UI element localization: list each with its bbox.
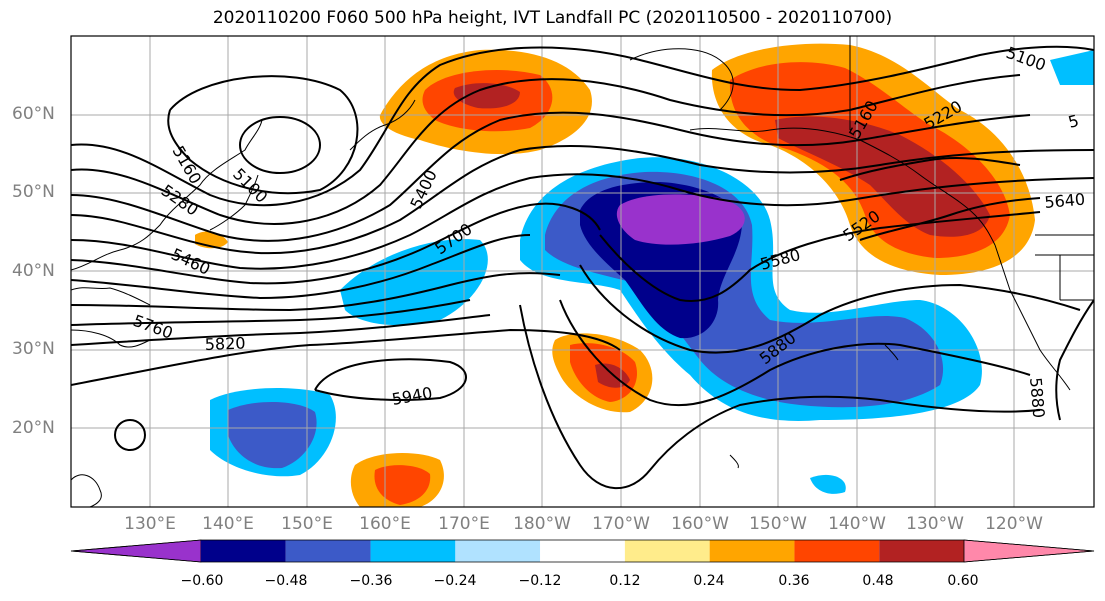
colorbar-segment — [709, 540, 795, 562]
lat-label: 40°N — [12, 261, 55, 281]
colorbar-tick-label: −0.48 — [264, 573, 308, 589]
lat-label: 30°N — [12, 339, 55, 359]
colorbar-segment — [794, 540, 880, 562]
lat-label: 60°N — [12, 104, 55, 124]
ivt-shading — [195, 43, 1094, 507]
lon-label: 130°E — [124, 514, 176, 534]
colorbar-segment — [370, 540, 456, 562]
lon-label: 140°E — [202, 514, 254, 534]
lon-label: 130°W — [906, 514, 964, 534]
height-contours — [71, 45, 1094, 490]
colorbar-tick-label: 0.60 — [947, 573, 979, 589]
graticule — [71, 36, 1094, 507]
colorbar-tick-label: −0.12 — [518, 573, 562, 589]
colorbar-tick-label: 0.36 — [778, 573, 810, 589]
colorbar-extend-min — [70, 539, 202, 563]
contour-label: 5640 — [1044, 190, 1086, 212]
lon-label: 160°W — [671, 514, 729, 534]
lon-label: 170°W — [592, 514, 650, 534]
colorbar-tick-label: −0.36 — [349, 573, 393, 589]
colorbar-tick-label: −0.24 — [433, 573, 477, 589]
lon-label: 170°E — [438, 514, 490, 534]
colorbar-segment — [285, 540, 371, 562]
contour-label: 5820 — [204, 334, 245, 354]
map-title: 2020110200 F060 500 hPa height, IVT Land… — [212, 8, 893, 28]
lon-label: 150°W — [749, 514, 807, 534]
colorbar-tick-label: −0.60 — [180, 573, 224, 589]
contour-label: 5 — [1066, 111, 1081, 132]
colorbar-tick-label: 0.48 — [862, 573, 894, 589]
lat-label: 50°N — [12, 182, 55, 202]
lon-label: 150°E — [281, 514, 333, 534]
colorbar-segment — [455, 540, 541, 562]
colorbar-tick-label: 0.12 — [609, 573, 641, 589]
plot-frame — [70, 35, 1095, 508]
colorbar-segment — [540, 540, 625, 562]
lat-label: 20°N — [12, 418, 55, 438]
colorbar-tick-label: 0.24 — [693, 573, 725, 589]
lon-label: 140°W — [828, 514, 886, 534]
colorbar-segment — [201, 540, 286, 562]
lon-label: 180°W — [513, 514, 571, 534]
colorbar-outline — [70, 539, 1095, 563]
colorbar-segment — [879, 540, 964, 562]
contour-label: 5880 — [1026, 377, 1048, 419]
lon-label: 160°E — [359, 514, 411, 534]
lon-label: 120°W — [985, 514, 1043, 534]
colorbar-extend-max — [963, 539, 1095, 563]
colorbar — [70, 539, 1095, 563]
colorbar-segment — [624, 540, 710, 562]
